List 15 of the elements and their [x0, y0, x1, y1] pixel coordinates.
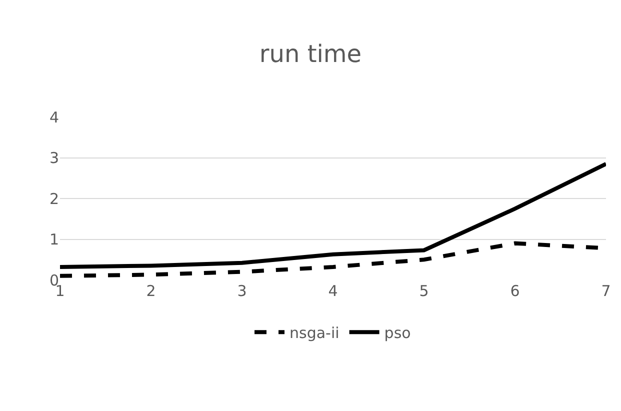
line-series [60, 162, 606, 269]
y-tick-label: 3 [49, 149, 59, 167]
y-tick-label: 4 [49, 108, 59, 126]
chart-title: run time [259, 40, 362, 68]
x-tick-label: 6 [510, 282, 520, 300]
y-tick-label: 0 [49, 271, 59, 290]
legend-label: nsga-ii [290, 324, 340, 342]
y-tick-label: 1 [49, 230, 59, 248]
x-tick-label: 3 [237, 282, 247, 300]
y-tick-label: 2 [49, 190, 59, 208]
x-tick-label: 5 [419, 282, 429, 300]
x-tick-label: 2 [146, 282, 156, 300]
legend-label: pso [384, 324, 411, 342]
x-tick-label: 7 [601, 282, 611, 300]
x-tick-label: 4 [328, 282, 338, 300]
